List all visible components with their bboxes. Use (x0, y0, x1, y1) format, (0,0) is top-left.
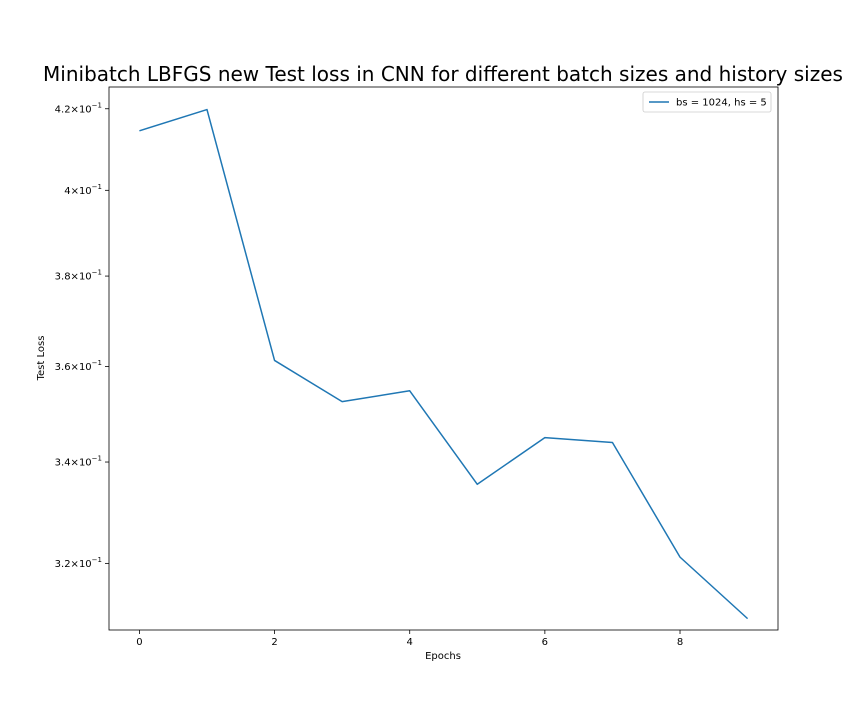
legend-box (642, 91, 772, 113)
plot-area: 0 2 4 6 8 3.2×10−1 3.4×10−1 3.6×10−1 3.8×10−1 4×1… (55, 86, 779, 648)
y-tick-label-4: 4×10−1 (64, 183, 102, 197)
x-tick-label-8: 8 (677, 637, 683, 648)
x-tick-label-6: 6 (542, 637, 548, 648)
legend: bs = 1024, hs = 5 (642, 91, 772, 113)
x-axis-label: Epochs (425, 651, 461, 662)
y-tick-label-2: 3.6×10−1 (55, 359, 102, 373)
x-tick-label-2: 2 (271, 637, 277, 648)
y-tick-label-5: 4.2×10−1 (55, 101, 102, 115)
x-tick-label-4: 4 (407, 637, 413, 648)
series-line-0 (139, 108, 749, 620)
y-tick-label-1: 3.4×10−1 (55, 455, 102, 469)
y-axis-label: Test Loss (36, 336, 47, 382)
plot-frame (108, 86, 779, 631)
chart-title: Minibatch LBFGS new Test loss in CNN for… (43, 62, 843, 86)
y-tick-label-3: 3.8×10−1 (55, 269, 102, 283)
x-tick-label-0: 0 (136, 637, 142, 648)
legend-label-0: bs = 1024, hs = 5 (676, 98, 767, 109)
y-tick-label-0: 3.2×10−1 (55, 556, 102, 570)
